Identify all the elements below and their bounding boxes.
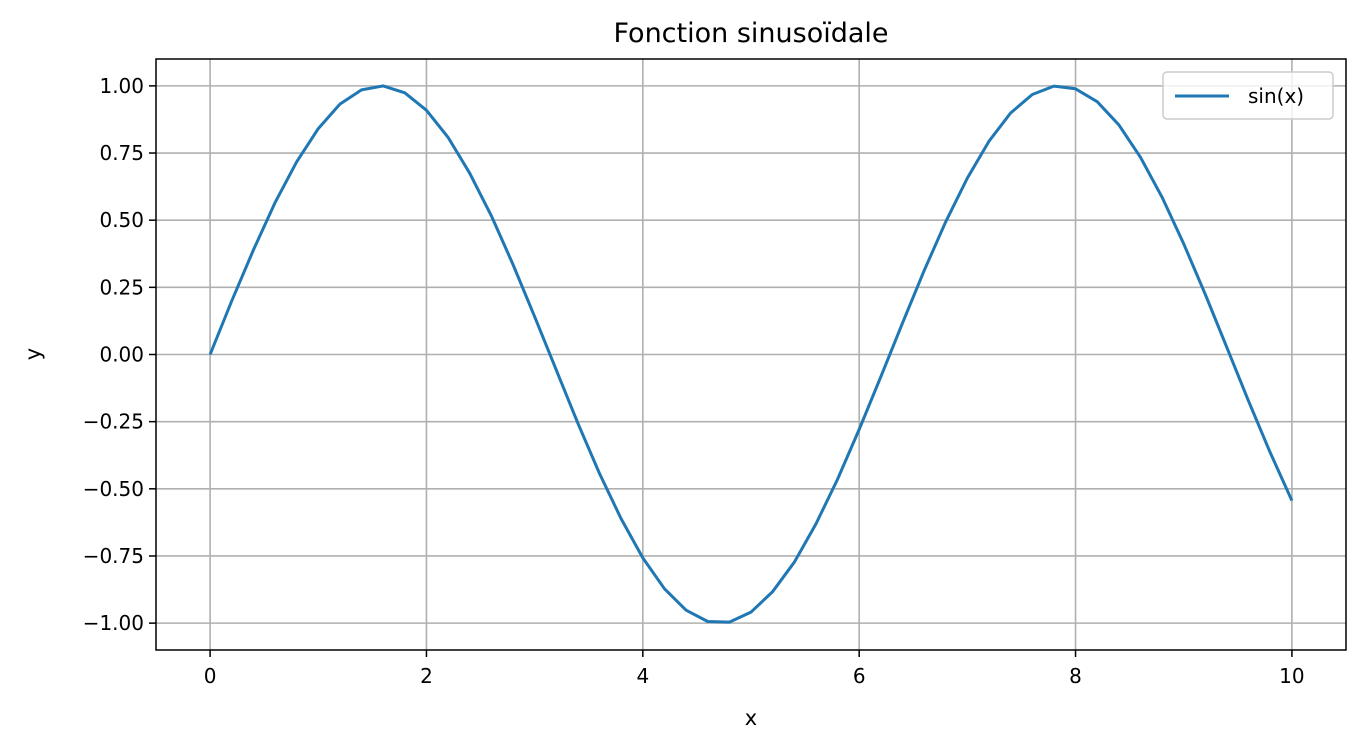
x-axis-label: x: [745, 706, 757, 730]
x-tick-label: 6: [853, 664, 866, 688]
x-tick-label: 10: [1279, 664, 1304, 688]
x-tick-label: 2: [420, 664, 433, 688]
y-tick-label: 0.25: [99, 275, 144, 299]
axes-frame: [155, 58, 1347, 651]
y-tick-label: 0.50: [99, 208, 144, 232]
chart-title: Fonction sinusoïdale: [613, 18, 888, 49]
series-line-sin: [208, 84, 1294, 624]
legend-box: [1162, 71, 1334, 120]
ticks: 0 2 4 6 8 10 −1.00 −0.75 −0.50 −0.25 0.00 0.25 0.50 0…: [83, 74, 1305, 688]
y-tick-label: −1.00: [83, 611, 144, 635]
y-tick-label: −0.75: [83, 544, 144, 568]
legend: sin(x): [1162, 71, 1334, 120]
y-tick-label: −0.25: [83, 410, 144, 434]
y-tick-label: 0.75: [99, 141, 144, 165]
x-tick-label: 4: [636, 664, 649, 688]
x-tick-label: 8: [1069, 664, 1082, 688]
y-tick-label: −0.50: [83, 477, 144, 501]
x-tick-label: 0: [204, 664, 217, 688]
legend-label: sin(x): [1248, 84, 1304, 108]
grid: [156, 59, 1346, 650]
y-tick-label: 0.00: [99, 343, 144, 367]
y-axis-label: y: [21, 348, 45, 360]
y-tick-label: 1.00: [99, 74, 144, 98]
